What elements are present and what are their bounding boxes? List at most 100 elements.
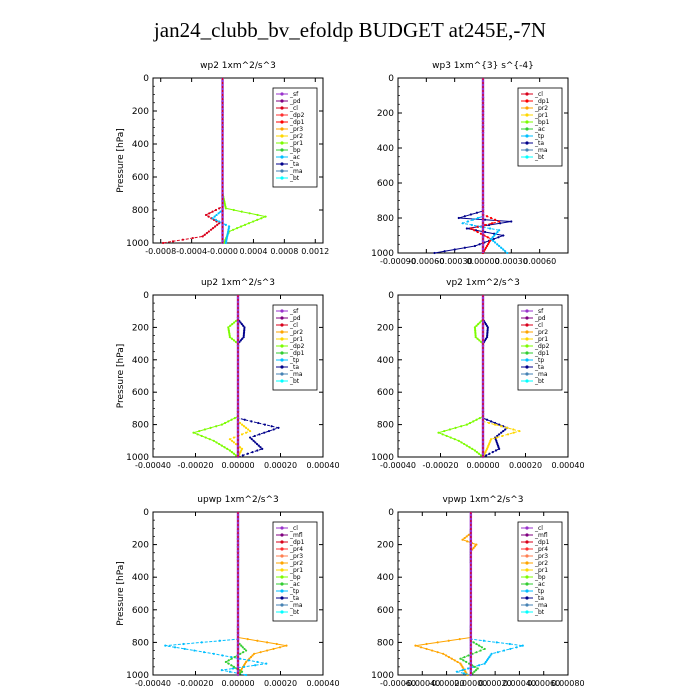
profile-marker <box>244 673 248 677</box>
legend-entry: _ta <box>289 595 299 602</box>
profile-marker <box>475 418 478 421</box>
profile-line-tp <box>165 512 267 676</box>
profile-marker <box>265 662 268 665</box>
profile-marker <box>433 251 436 255</box>
profile-marker <box>491 451 494 454</box>
profile-marker <box>228 334 231 337</box>
profile-marker <box>227 662 230 665</box>
x-tick-label: 0.00040 <box>306 461 339 470</box>
legend-entry: _dp2 <box>289 343 305 350</box>
profile-marker <box>232 339 236 342</box>
profile-marker <box>437 431 440 434</box>
profile-marker <box>496 243 499 246</box>
profile-marker <box>205 232 208 235</box>
profile-marker <box>257 421 260 425</box>
legend-box <box>517 304 563 391</box>
profile-marker <box>207 215 210 218</box>
x-tick-label: 0.00040 <box>306 679 339 688</box>
profile-marker <box>479 454 483 457</box>
legend-marker <box>280 596 284 600</box>
profile-marker <box>238 421 242 425</box>
legend-marker <box>280 92 284 96</box>
legend-marker <box>280 568 284 572</box>
profile-marker <box>474 336 477 339</box>
x-tick-label: 0.0004 <box>239 247 267 256</box>
profile-marker <box>453 248 456 251</box>
legend-marker <box>525 582 529 586</box>
legend-marker <box>280 603 284 607</box>
profile-marker <box>473 244 477 248</box>
profile-marker <box>254 664 257 667</box>
profile-marker <box>463 536 466 540</box>
profile-marker <box>247 222 251 225</box>
legend-entry: _sf <box>289 91 299 98</box>
legend-marker <box>525 106 529 110</box>
profile-marker <box>227 420 230 423</box>
profile-marker <box>227 227 230 230</box>
legend-entry: _ma <box>534 602 548 609</box>
profile-marker <box>261 447 264 450</box>
legend-entry: _pr1 <box>534 112 548 119</box>
profile-marker <box>441 433 444 436</box>
profile-marker <box>473 327 477 331</box>
profile-marker <box>221 654 224 657</box>
profile-marker <box>240 323 243 326</box>
profile-marker <box>463 655 466 659</box>
profile-marker <box>474 229 478 232</box>
legend-marker <box>525 316 529 320</box>
profile-marker <box>482 639 485 642</box>
profile-marker <box>251 654 254 657</box>
profile-marker <box>498 229 501 232</box>
profile-marker <box>509 647 512 651</box>
legend-marker <box>280 575 284 579</box>
legend-entry: _tp <box>534 133 544 140</box>
profile-marker <box>478 664 481 667</box>
legend-entry: _dp1 <box>289 119 305 126</box>
y-tick-label: 600 <box>132 606 149 616</box>
legend-entry: _pd <box>289 315 301 322</box>
y-tick-label: 600 <box>377 388 394 398</box>
profile-marker <box>278 646 282 649</box>
x-tick-label: -0.00040 <box>404 679 440 688</box>
profile-marker <box>476 230 479 234</box>
legend-marker <box>280 589 284 593</box>
profile-marker <box>485 454 488 457</box>
x-tick-label: -0.00040 <box>135 461 171 470</box>
profile-marker <box>232 452 236 455</box>
profile-marker <box>502 248 505 251</box>
legend-entry: _ta <box>289 161 299 168</box>
legend-entry: _sf <box>289 308 299 315</box>
legend-marker <box>280 526 284 530</box>
profile-marker <box>483 339 487 342</box>
profile-marker <box>193 649 196 652</box>
profile-line-tp <box>460 78 508 254</box>
profile-marker <box>484 660 487 664</box>
profile-marker <box>255 442 259 446</box>
profile-marker <box>244 649 248 652</box>
x-tick-label: -0.00040 <box>135 679 171 688</box>
x-tick-label: 0.0008 <box>270 247 298 256</box>
profile-marker <box>260 217 263 220</box>
legend-marker <box>525 358 529 362</box>
legend-marker <box>280 379 284 383</box>
profile-marker <box>463 246 466 249</box>
y-tick-label: 400 <box>377 573 394 583</box>
profile-marker <box>497 236 500 239</box>
profile-marker <box>264 215 267 218</box>
profile-marker <box>483 223 487 227</box>
profile-marker <box>484 246 488 249</box>
profile-marker <box>253 652 256 655</box>
profile-marker <box>263 423 267 426</box>
profile-marker <box>227 230 230 233</box>
profile-marker <box>241 337 244 340</box>
profile-marker <box>243 647 246 651</box>
profile-marker <box>275 642 278 646</box>
profile-marker <box>473 665 476 668</box>
x-tick-label: 0.00000 <box>466 461 499 470</box>
profile-marker <box>462 667 465 670</box>
profile-marker <box>485 449 488 452</box>
profile-marker <box>244 431 248 434</box>
profile-marker <box>242 324 245 327</box>
legend-entry: _dp1 <box>289 350 305 357</box>
legend-marker <box>280 533 284 537</box>
